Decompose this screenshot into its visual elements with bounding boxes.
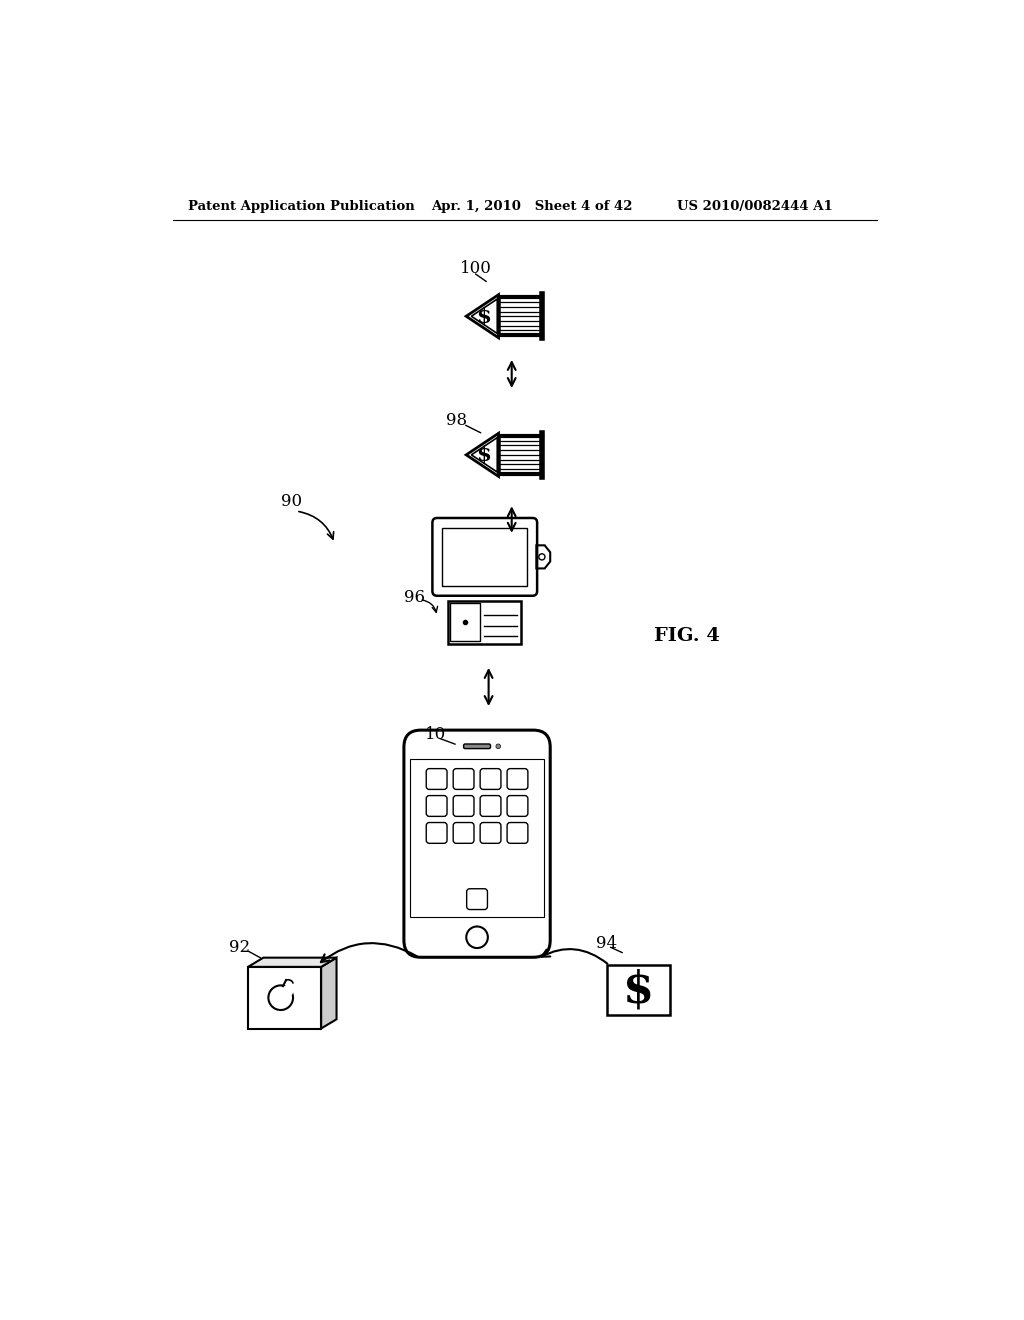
FancyBboxPatch shape <box>480 822 501 843</box>
FancyBboxPatch shape <box>426 822 447 843</box>
Bar <box>410 759 544 917</box>
FancyBboxPatch shape <box>426 768 447 789</box>
Circle shape <box>496 744 501 748</box>
FancyBboxPatch shape <box>432 517 538 595</box>
Text: 96: 96 <box>403 589 425 606</box>
Text: 90: 90 <box>281 492 302 510</box>
Bar <box>442 528 527 586</box>
FancyBboxPatch shape <box>507 768 528 789</box>
FancyBboxPatch shape <box>507 822 528 843</box>
Text: FIG. 4: FIG. 4 <box>654 627 720 644</box>
Bar <box>499 436 542 474</box>
FancyBboxPatch shape <box>480 796 501 816</box>
Bar <box>607 965 671 1015</box>
FancyBboxPatch shape <box>454 822 474 843</box>
Text: 92: 92 <box>229 939 250 956</box>
Circle shape <box>282 985 294 997</box>
Text: Apr. 1, 2010   Sheet 4 of 42: Apr. 1, 2010 Sheet 4 of 42 <box>431 201 633 214</box>
Polygon shape <box>322 958 337 1028</box>
Text: 94: 94 <box>596 936 617 952</box>
Bar <box>451 603 480 642</box>
Text: $: $ <box>624 969 654 1011</box>
Text: US 2010/0082444 A1: US 2010/0082444 A1 <box>677 201 833 214</box>
Text: $: $ <box>476 306 492 326</box>
Polygon shape <box>248 958 337 966</box>
FancyBboxPatch shape <box>507 796 528 816</box>
FancyBboxPatch shape <box>480 768 501 789</box>
FancyBboxPatch shape <box>464 744 490 748</box>
Bar <box>449 601 521 644</box>
FancyBboxPatch shape <box>467 888 487 909</box>
Text: $: $ <box>476 445 492 465</box>
Text: 98: 98 <box>446 412 467 429</box>
FancyBboxPatch shape <box>454 768 474 789</box>
Bar <box>248 966 322 1028</box>
FancyBboxPatch shape <box>454 796 474 816</box>
Bar <box>499 297 542 335</box>
FancyBboxPatch shape <box>403 730 550 957</box>
Text: Patent Application Publication: Patent Application Publication <box>188 201 415 214</box>
FancyBboxPatch shape <box>426 796 447 816</box>
Text: 100: 100 <box>460 260 492 277</box>
Text: 10: 10 <box>425 726 445 743</box>
